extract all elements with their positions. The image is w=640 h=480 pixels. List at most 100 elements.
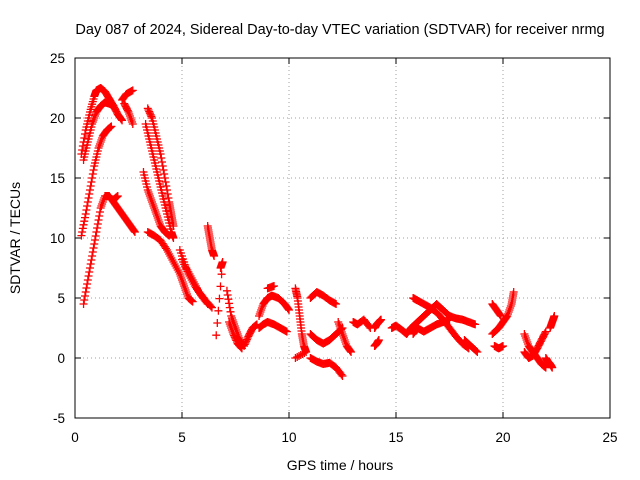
data-point bbox=[236, 342, 245, 351]
data-point bbox=[522, 336, 531, 344]
data-point bbox=[128, 120, 137, 128]
data-point bbox=[227, 326, 236, 334]
y-axis-label: SDTVAR / TECUs bbox=[7, 182, 23, 294]
x-tick-label: 10 bbox=[281, 430, 296, 445]
data-point bbox=[82, 206, 91, 214]
data-point bbox=[116, 114, 125, 123]
data-point bbox=[93, 224, 102, 232]
data-point bbox=[293, 353, 302, 361]
data-point bbox=[179, 280, 188, 288]
data-point bbox=[159, 166, 168, 174]
data-point bbox=[550, 312, 559, 320]
data-point bbox=[237, 343, 246, 352]
data-point bbox=[182, 288, 191, 296]
data-point bbox=[95, 140, 104, 148]
data-point bbox=[89, 166, 98, 174]
data-point bbox=[505, 306, 514, 314]
data-point bbox=[93, 220, 102, 228]
data-point bbox=[94, 144, 103, 152]
data-point bbox=[80, 296, 89, 304]
data-point bbox=[160, 170, 169, 178]
data-point bbox=[210, 252, 219, 260]
data-point bbox=[129, 226, 138, 234]
data-point bbox=[80, 213, 89, 222]
x-tick-label: 25 bbox=[602, 430, 617, 445]
x-tick-labels: 0 5 10 15 20 25 bbox=[71, 430, 617, 445]
data-point bbox=[81, 288, 90, 296]
data-point bbox=[203, 300, 212, 308]
data-point bbox=[541, 329, 550, 337]
data-point bbox=[218, 258, 227, 266]
data-point bbox=[127, 116, 136, 124]
data-point bbox=[78, 142, 87, 150]
data-point bbox=[155, 218, 164, 226]
data-point bbox=[88, 120, 97, 128]
y-tick-label: 0 bbox=[57, 351, 65, 366]
x-tick-label: 5 bbox=[178, 430, 186, 445]
data-point bbox=[80, 292, 89, 300]
data-point bbox=[212, 331, 221, 340]
data-point bbox=[178, 276, 186, 284]
data-point bbox=[85, 268, 94, 276]
data-point bbox=[145, 192, 154, 200]
data-point bbox=[125, 112, 134, 120]
data-point bbox=[128, 118, 137, 126]
data-point bbox=[294, 352, 303, 360]
data-point bbox=[227, 324, 236, 332]
grid-lines bbox=[75, 58, 610, 418]
data-point bbox=[88, 174, 97, 182]
data-point bbox=[181, 286, 190, 294]
data-point bbox=[302, 348, 311, 356]
data-point bbox=[78, 228, 87, 236]
data-point bbox=[335, 322, 344, 330]
data-point bbox=[150, 204, 159, 212]
data-point bbox=[282, 327, 291, 336]
data-point bbox=[163, 190, 172, 198]
data-point bbox=[149, 202, 158, 210]
data-point bbox=[83, 280, 92, 288]
data-point bbox=[97, 202, 106, 210]
plot-frame bbox=[74, 57, 611, 419]
data-point bbox=[257, 304, 266, 312]
data-point bbox=[87, 256, 96, 264]
data-point bbox=[79, 220, 88, 229]
data-point bbox=[150, 206, 159, 214]
data-point bbox=[227, 312, 236, 320]
data-point bbox=[176, 272, 185, 280]
data-point bbox=[337, 328, 346, 336]
data-point bbox=[521, 332, 530, 340]
data-point bbox=[237, 344, 246, 353]
x-tick-label: 0 bbox=[71, 430, 79, 445]
data-point bbox=[226, 322, 235, 330]
data-point bbox=[174, 268, 183, 276]
data-point bbox=[153, 212, 162, 220]
data-point bbox=[523, 338, 532, 346]
data-point bbox=[334, 318, 343, 326]
data-point bbox=[118, 116, 127, 125]
data-point bbox=[347, 348, 356, 356]
data-point bbox=[169, 234, 178, 242]
data-point bbox=[334, 320, 343, 328]
data-point bbox=[496, 312, 505, 320]
x-axis-label: GPS time / hours bbox=[287, 457, 394, 473]
data-point bbox=[143, 186, 152, 194]
data-point bbox=[145, 190, 154, 198]
data-point bbox=[90, 236, 99, 244]
data-point bbox=[225, 320, 234, 328]
data-point bbox=[337, 370, 346, 379]
data-point bbox=[98, 198, 107, 206]
data-point bbox=[125, 110, 134, 118]
data-point bbox=[144, 188, 153, 196]
data-point bbox=[499, 342, 507, 350]
data-point bbox=[202, 298, 211, 307]
data-point bbox=[158, 158, 167, 166]
data-point bbox=[216, 282, 225, 291]
data-point bbox=[90, 114, 99, 122]
data-point bbox=[153, 214, 162, 222]
data-point bbox=[346, 347, 355, 355]
data-point bbox=[113, 192, 122, 200]
data-point bbox=[80, 217, 89, 226]
data-point bbox=[285, 306, 293, 314]
data-point bbox=[165, 231, 174, 240]
